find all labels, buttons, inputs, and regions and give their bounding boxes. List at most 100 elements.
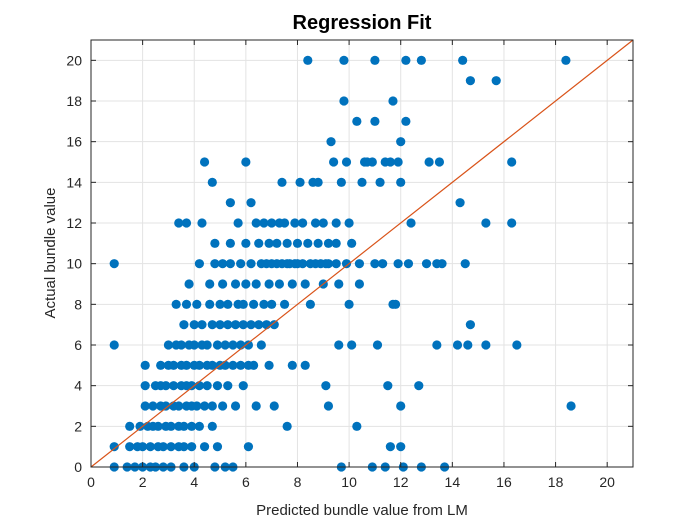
data-point [277, 177, 287, 187]
data-point [163, 340, 174, 350]
data-point [323, 238, 334, 248]
data-point [264, 238, 274, 248]
data-point [194, 360, 204, 370]
y-tick-label: 0 [74, 459, 82, 475]
data-point [334, 279, 344, 289]
y-tick-label: 2 [74, 418, 82, 434]
data-point [452, 340, 463, 350]
data-point [279, 299, 290, 309]
data-point [225, 238, 235, 248]
data-point [507, 218, 517, 228]
data-point [292, 238, 303, 248]
data-point [220, 340, 230, 350]
x-tick-label: 6 [242, 474, 250, 490]
data-point [109, 259, 119, 269]
data-point [383, 381, 393, 391]
plot-area-frame [90, 39, 634, 468]
data-point [331, 259, 341, 269]
data-point [212, 442, 223, 452]
data-point [233, 218, 243, 228]
data-point [282, 238, 292, 248]
data-point [303, 55, 313, 65]
data-point [378, 259, 388, 269]
data-point [388, 96, 398, 106]
data-point [230, 279, 241, 289]
data-point [282, 421, 292, 431]
data-point [372, 340, 383, 350]
y-tick-label: 6 [74, 337, 82, 353]
data-point [246, 259, 256, 269]
data-point [287, 360, 297, 370]
data-point [210, 238, 220, 248]
data-point [210, 259, 220, 269]
data-point [187, 381, 197, 391]
x-tick-label: 14 [445, 474, 461, 490]
data-point [370, 55, 380, 65]
data-point [249, 299, 259, 309]
data-point [367, 157, 377, 167]
data-point [264, 360, 274, 370]
data-point [566, 401, 576, 411]
data-point [145, 442, 155, 452]
data-point [298, 259, 308, 269]
axis-ticks: 0 2 4 6 8 10 12 14 16 18 20 0 2 4 6 8 10 12 14 16 18 20 [66, 40, 633, 490]
data-point [313, 177, 323, 187]
data-point [192, 299, 202, 309]
data-point [481, 340, 491, 350]
data-point [218, 279, 228, 289]
data-point [354, 279, 365, 289]
data-point [225, 259, 235, 269]
data-point [295, 177, 305, 187]
data-point [269, 320, 279, 330]
data-point [390, 299, 401, 309]
data-point [303, 238, 313, 248]
data-point [241, 157, 251, 167]
data-point [140, 401, 150, 411]
data-point [218, 401, 228, 411]
data-point [254, 238, 264, 248]
data-point [246, 320, 256, 330]
data-point [298, 218, 308, 228]
data-point [321, 381, 331, 391]
data-point [465, 76, 475, 86]
data-point [341, 259, 352, 269]
data-point [318, 218, 328, 228]
data-point [424, 157, 434, 167]
x-tick-label: 4 [190, 474, 198, 490]
data-point [207, 360, 217, 370]
data-point [187, 442, 197, 452]
data-point [272, 238, 282, 248]
data-point [207, 401, 217, 411]
data-point [401, 116, 411, 126]
data-point [507, 157, 517, 167]
data-point [202, 340, 212, 350]
data-point [396, 442, 406, 452]
data-point [251, 279, 261, 289]
data-point [228, 340, 238, 350]
data-point [230, 320, 241, 330]
x-tick-label: 20 [599, 474, 615, 490]
data-point [251, 218, 261, 228]
data-point [212, 340, 223, 350]
data-point [215, 320, 225, 330]
y-tick-label: 8 [74, 296, 82, 312]
data-point [161, 381, 171, 391]
data-point [331, 218, 341, 228]
data-point [352, 116, 362, 126]
data-point [385, 157, 395, 167]
data-point [243, 442, 254, 452]
data-point [156, 360, 166, 370]
data-point [236, 259, 246, 269]
data-point [267, 218, 277, 228]
data-point [323, 401, 334, 411]
data-point [336, 177, 346, 187]
x-tick-label: 16 [496, 474, 512, 490]
data-point [161, 401, 171, 411]
data-point [437, 259, 447, 269]
data-point [199, 157, 210, 167]
data-point [279, 218, 290, 228]
x-tick-label: 12 [393, 474, 409, 490]
data-point [269, 401, 279, 411]
x-tick-label: 2 [139, 474, 147, 490]
data-point [181, 299, 192, 309]
